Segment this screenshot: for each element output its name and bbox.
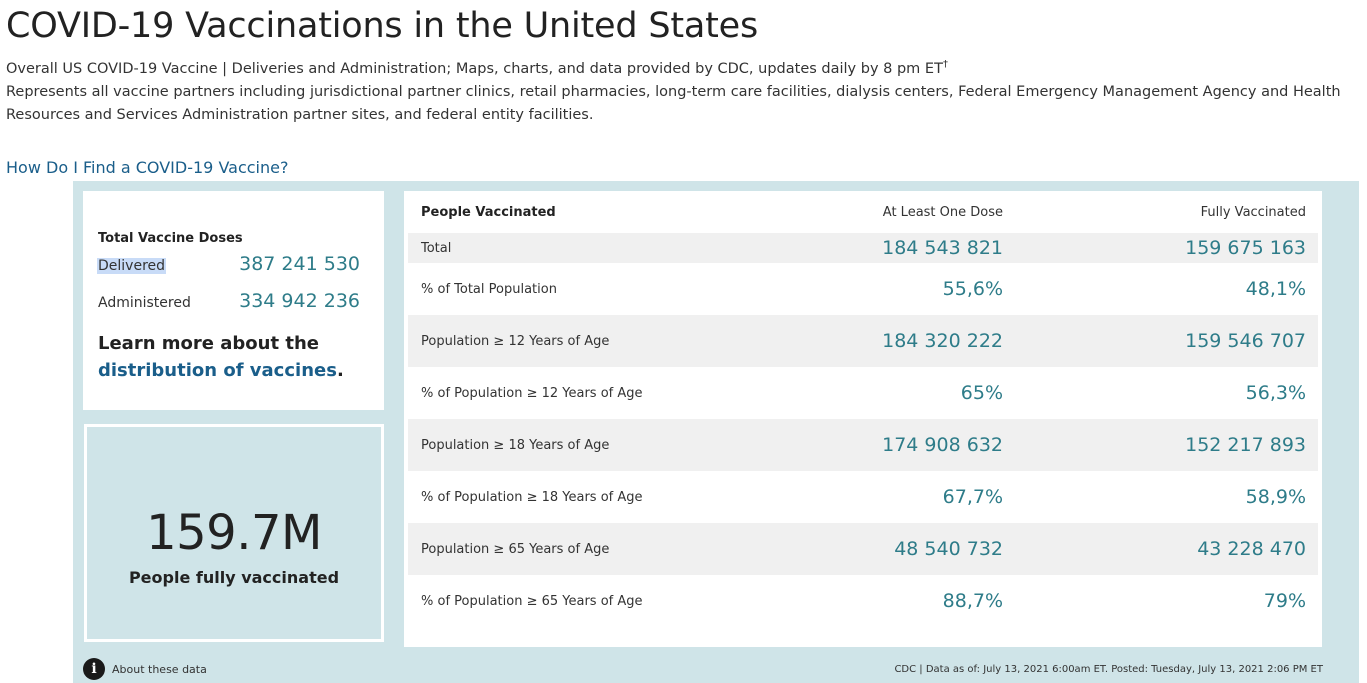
about-these-data[interactable]: i About these data — [83, 657, 207, 681]
table-row: % of Total Population 55,6% 48,1% — [408, 263, 1318, 315]
row-at-least-one-dose: 174 908 632 — [882, 434, 1003, 456]
table-row: Total 184 543 821 159 675 163 — [408, 233, 1318, 263]
administered-value: 334 942 236 — [239, 290, 360, 312]
kpi-label: People fully vaccinated — [128, 568, 340, 587]
kpi-value: 159.7M — [146, 505, 322, 561]
row-fully-vaccinated: 79% — [1263, 590, 1306, 612]
row-at-least-one-dose: 55,6% — [942, 278, 1003, 300]
row-at-least-one-dose: 184 320 222 — [882, 330, 1003, 352]
find-vaccine-link[interactable]: How Do I Find a COVID-19 Vaccine? — [6, 158, 289, 177]
dashboard-panel: Total Vaccine Doses Delivered 387 241 53… — [73, 181, 1359, 683]
distribution-of-vaccines-link[interactable]: distribution of vaccines — [98, 360, 337, 381]
delivered-label: Delivered — [97, 258, 167, 274]
row-at-least-one-dose: 65% — [960, 382, 1003, 404]
header-fully-vaccinated: Fully Vaccinated — [1200, 204, 1306, 220]
row-fully-vaccinated: 159 546 707 — [1185, 330, 1306, 352]
table-row: % of Population ≥ 18 Years of Age 67,7% … — [408, 471, 1318, 523]
table-row: Population ≥ 65 Years of Age 48 540 732 … — [408, 523, 1318, 575]
row-label: Population ≥ 18 Years of Age — [421, 437, 610, 453]
row-fully-vaccinated: 48,1% — [1245, 278, 1306, 300]
delivered-row: Delivered 387 241 530 — [97, 253, 360, 279]
row-label: % of Population ≥ 12 Years of Age — [421, 385, 643, 401]
dagger-footnote: † — [942, 59, 948, 70]
row-fully-vaccinated: 159 675 163 — [1185, 237, 1306, 259]
subtitle-line-1: Overall US COVID-19 Vaccine | Deliveries… — [6, 61, 943, 77]
header-people-vaccinated: People Vaccinated — [421, 204, 556, 220]
row-label: % of Population ≥ 65 Years of Age — [421, 593, 643, 609]
row-fully-vaccinated: 56,3% — [1245, 382, 1306, 404]
row-fully-vaccinated: 152 217 893 — [1185, 434, 1306, 456]
doses-card-title: Total Vaccine Doses — [98, 231, 243, 246]
row-at-least-one-dose: 48 540 732 — [894, 538, 1003, 560]
row-at-least-one-dose: 184 543 821 — [882, 237, 1003, 259]
row-at-least-one-dose: 88,7% — [942, 590, 1003, 612]
row-fully-vaccinated: 58,9% — [1245, 486, 1306, 508]
table-header-row: People Vaccinated At Least One Dose Full… — [408, 191, 1318, 233]
administered-label: Administered — [98, 295, 191, 311]
row-label: Total — [421, 240, 452, 256]
table-row: Population ≥ 18 Years of Age 174 908 632… — [408, 419, 1318, 471]
subtitle-line-2: Represents all vaccine partners includin… — [6, 84, 1341, 123]
data-as-of-note: CDC | Data as of: July 13, 2021 6:00am E… — [894, 664, 1323, 675]
info-icon[interactable]: i — [83, 658, 105, 680]
learn-more-lead: Learn more about the — [98, 333, 319, 354]
row-label: % of Population ≥ 18 Years of Age — [421, 489, 643, 505]
row-at-least-one-dose: 67,7% — [942, 486, 1003, 508]
administered-row: Administered 334 942 236 — [98, 290, 360, 316]
learn-more-text: Learn more about the distribution of vac… — [98, 330, 378, 384]
page-title: COVID-19 Vaccinations in the United Stat… — [6, 6, 758, 46]
row-label: Population ≥ 65 Years of Age — [421, 541, 610, 557]
total-vaccine-doses-card: Total Vaccine Doses Delivered 387 241 53… — [83, 191, 384, 410]
people-fully-vaccinated-card: 159.7M People fully vaccinated — [84, 424, 384, 642]
table-row: % of Population ≥ 65 Years of Age 88,7% … — [408, 575, 1318, 627]
table-row: Population ≥ 12 Years of Age 184 320 222… — [408, 315, 1318, 367]
about-these-data-label[interactable]: About these data — [112, 662, 207, 676]
table-row: % of Population ≥ 12 Years of Age 65% 56… — [408, 367, 1318, 419]
page-subtitle: Overall US COVID-19 Vaccine | Deliveries… — [6, 58, 1367, 127]
row-label: Population ≥ 12 Years of Age — [421, 333, 610, 349]
people-vaccinated-card: People Vaccinated At Least One Dose Full… — [404, 191, 1322, 647]
row-label: % of Total Population — [421, 281, 557, 297]
delivered-value: 387 241 530 — [239, 253, 360, 275]
header-at-least-one-dose: At Least One Dose — [882, 204, 1003, 220]
row-fully-vaccinated: 43 228 470 — [1197, 538, 1306, 560]
people-vaccinated-table: People Vaccinated At Least One Dose Full… — [408, 191, 1318, 627]
learn-more-period: . — [336, 360, 344, 381]
